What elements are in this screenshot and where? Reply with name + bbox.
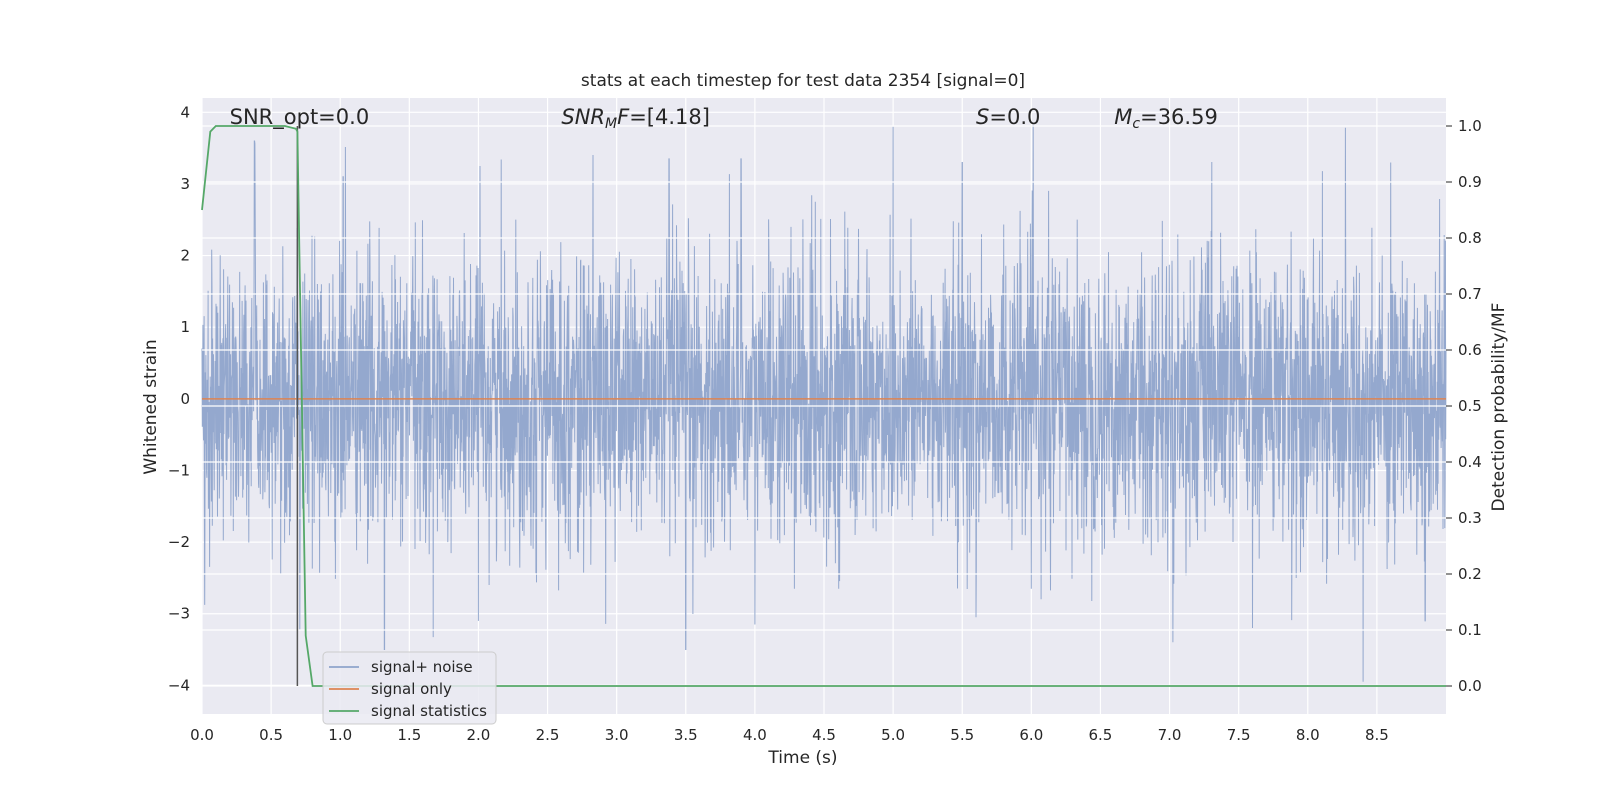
legend-label-1: signal only [371, 680, 452, 698]
x-tick-label: 7.5 [1227, 726, 1251, 744]
legend-label-2: signal statistics [371, 702, 487, 720]
y-tick-label-left: −4 [168, 676, 190, 694]
x-tick-label: 4.0 [743, 726, 767, 744]
x-tick-label: 6.0 [1019, 726, 1043, 744]
series-signal-statistics [201, 125, 1446, 687]
y-axis-label-left: Whitened strain [141, 339, 161, 474]
legend-box [322, 651, 497, 725]
x-tick-label: 1.0 [328, 726, 352, 744]
y-tick-label-right: 0.2 [1458, 565, 1482, 583]
x-tick-label: 1.5 [397, 726, 421, 744]
y-tick-label-left: 2 [180, 247, 190, 265]
x-tick-label: 8.5 [1365, 726, 1389, 744]
annotation-snr-mf: SNRMF=[4.18] [561, 105, 710, 132]
x-tick-label: 2.5 [536, 726, 560, 744]
y-tick-label-right: 0.0 [1458, 677, 1482, 695]
y-tick-label-left: −3 [168, 605, 190, 623]
y-tick-label-right: 1.0 [1458, 117, 1482, 135]
y-tick-label-right: 0.8 [1458, 229, 1482, 247]
legend: signal+ noise signal only signal statistic… [322, 651, 497, 725]
plot-area: 0.0 0.5 1.0 1.5 2.0 2.5 3.0 3.5 4.0 4.5 5.0 5.5 6.0 6… [168, 98, 1482, 744]
x-tick-label: 0.5 [259, 726, 283, 744]
y-axis-label-right: Detection probability/MF [1489, 303, 1509, 512]
chart-title: stats at each timestep for test data 235… [581, 71, 1025, 91]
y-tick-label-right: 0.4 [1458, 453, 1482, 471]
x-tick-label: 8.0 [1296, 726, 1320, 744]
x-tick-label: 7.0 [1158, 726, 1182, 744]
x-tick-label: 3.0 [605, 726, 629, 744]
y-tick-label-right: 0.6 [1458, 341, 1482, 359]
y-tick-label-right: 0.1 [1458, 621, 1482, 639]
y-tick-label-left: 4 [180, 103, 190, 121]
y-tick-label-right: 0.3 [1458, 509, 1482, 527]
annotation-s-value: S=0.0 [976, 105, 1040, 129]
x-tick-label: 5.0 [881, 726, 905, 744]
y-tick-label-right: 0.7 [1458, 285, 1482, 303]
y-tick-label-left: 1 [180, 318, 190, 336]
x-tick-label: 4.5 [812, 726, 836, 744]
y-tick-label-left: 0 [180, 390, 190, 408]
x-axis-label: Time (s) [767, 748, 837, 768]
y-tick-label-right: 0.5 [1458, 397, 1482, 415]
x-tick-label: 0.0 [190, 726, 214, 744]
x-tick-label: 3.5 [674, 726, 698, 744]
x-tick-label: 5.5 [950, 726, 974, 744]
y-tick-label-right: 0.9 [1458, 173, 1482, 191]
x-tick-label: 2.0 [467, 726, 491, 744]
x-tick-label: 6.5 [1089, 726, 1113, 744]
legend-label-0: signal+ noise [371, 658, 473, 676]
annotation-snr-opt: SNR_opt=0.0 [230, 105, 370, 130]
annotation-chirp-mass: Mc=36.59 [1114, 105, 1218, 132]
y-tick-label-left: −2 [168, 533, 190, 551]
y-tick-label-left: −1 [168, 461, 190, 479]
series-signal-noise [201, 124, 1447, 682]
y-tick-label-left: 3 [180, 175, 190, 193]
